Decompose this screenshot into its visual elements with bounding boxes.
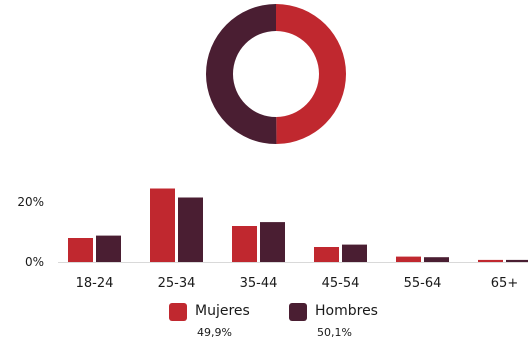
age-bar-chart: 0% 20% 18-24 25-34 35-44 45-54 55-64 65+ (17, 188, 528, 291)
bar-hombres-55-64 (424, 257, 449, 262)
bar-mujeres-45-54 (314, 247, 339, 262)
x-tick-label: 25-34 (158, 276, 196, 291)
legend-pct-hombres: 50,1% (317, 326, 352, 339)
bar-mujeres-35-44 (232, 226, 257, 262)
bar-mujeres-18-24 (68, 238, 93, 262)
bar-hombres-65- (506, 259, 528, 262)
donut-slice-mujeres (276, 4, 346, 144)
gender-donut-chart (205, 4, 346, 144)
bar-mujeres-65- (478, 259, 503, 262)
y-tick-label: 0% (25, 255, 44, 269)
legend-swatch-mujeres (169, 303, 187, 321)
bar-hombres-18-24 (96, 235, 121, 262)
x-tick-label: 18-24 (76, 276, 114, 291)
legend-label-mujeres: Mujeres (195, 303, 250, 319)
bar-hombres-25-34 (178, 197, 203, 262)
bar-mujeres-25-34 (150, 188, 175, 262)
legend-pct-mujeres: 49,9% (197, 326, 232, 339)
x-tick-label: 35-44 (240, 276, 278, 291)
legend-item-hombres: Hombres 50,1% (289, 302, 378, 341)
y-tick-label: 20% (17, 195, 44, 209)
donut-slice-hombres (205, 4, 277, 144)
legend-swatch-hombres (289, 303, 307, 321)
bar-mujeres-55-64 (396, 256, 421, 262)
bar-hombres-35-44 (260, 222, 285, 262)
bar-hombres-45-54 (342, 244, 367, 262)
x-tick-label: 45-54 (322, 276, 360, 291)
x-tick-label: 55-64 (404, 276, 442, 291)
legend-label-hombres: Hombres (315, 303, 378, 319)
legend-item-mujeres: Mujeres 49,9% (169, 302, 250, 341)
x-tick-label: 65+ (491, 276, 518, 291)
